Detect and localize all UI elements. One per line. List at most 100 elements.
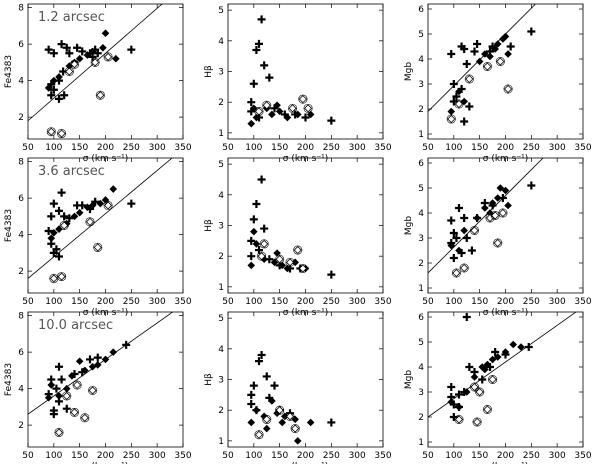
x-tick-label: 150 <box>71 297 88 307</box>
filled-diamond-marker <box>283 264 292 273</box>
plus-marker <box>57 188 66 197</box>
x-tick-label: 100 <box>45 451 62 461</box>
x-tick-label: 100 <box>445 451 462 461</box>
filled-diamond-marker <box>496 184 505 192</box>
filled-diamond-marker <box>250 104 258 113</box>
open-circle-marker <box>459 263 469 273</box>
filled-diamond-marker <box>109 185 118 193</box>
plus-marker <box>247 390 256 399</box>
open-circle-marker <box>49 273 59 283</box>
plus-marker <box>47 212 56 221</box>
x-tick-label: 300 <box>349 451 366 461</box>
open-circle-marker <box>298 263 308 273</box>
open-diamond-marker <box>73 380 82 390</box>
plus-marker <box>506 42 515 51</box>
open-diamond-marker <box>257 252 266 261</box>
open-diamond-marker <box>293 245 302 255</box>
open-circle-marker <box>288 103 298 113</box>
plus-marker <box>270 381 279 390</box>
plus-marker <box>62 43 71 52</box>
filled-diamond-marker <box>96 199 105 208</box>
filled-diamond-marker <box>88 362 97 371</box>
filled-diamond-marker <box>273 101 281 110</box>
filled-diamond-marker <box>101 196 110 204</box>
plus-marker <box>447 50 456 58</box>
open-circle-marker <box>254 430 264 440</box>
x-tick-label: 100 <box>45 297 62 307</box>
open-circle-marker <box>257 251 267 261</box>
plus-marker <box>491 348 500 356</box>
plus-marker <box>52 384 61 393</box>
plus-marker <box>252 46 261 55</box>
x-tick-label: 250 <box>323 451 340 461</box>
plus-marker <box>93 49 102 58</box>
open-circle-marker <box>454 99 464 109</box>
open-circle-marker <box>59 221 69 231</box>
filled-diamond-marker <box>501 32 510 41</box>
filled-diamond-marker <box>250 227 258 236</box>
open-circle-marker <box>285 411 295 421</box>
y-tick-label: 1 <box>218 437 224 447</box>
open-diamond-marker <box>93 243 102 252</box>
filled-diamond-marker <box>247 418 256 427</box>
open-diamond-marker <box>254 430 264 439</box>
plus-marker <box>55 94 63 103</box>
filled-diamond-marker <box>99 43 107 52</box>
open-circle-marker <box>70 59 80 69</box>
x-tick-label: 50 <box>22 451 34 461</box>
y-tick-label: 3 <box>218 376 224 386</box>
open-circle-marker <box>285 257 295 267</box>
x-tick-label: 150 <box>271 143 288 153</box>
filled-diamond-marker <box>109 348 118 356</box>
open-circle-marker <box>90 57 100 67</box>
plot-frame <box>227 157 384 294</box>
open-circle-marker <box>488 374 498 384</box>
filled-diamond-marker <box>499 35 507 43</box>
x-tick-label: 350 <box>174 297 191 307</box>
filled-diamond-marker <box>247 261 256 270</box>
x-tick-label: 150 <box>71 143 88 153</box>
plot-frame <box>227 311 384 448</box>
filled-diamond-marker <box>447 107 456 116</box>
plus-marker <box>527 181 536 190</box>
plus-marker <box>257 15 266 24</box>
filled-diamond-marker <box>93 361 102 369</box>
x-tick-label: 300 <box>349 297 366 307</box>
plus-marker <box>470 47 479 56</box>
y-axis-label: Mgb <box>404 370 414 389</box>
filled-diamond-marker <box>460 226 468 235</box>
y-tick-label: 2 <box>418 105 424 115</box>
open-circle-marker <box>303 103 313 113</box>
filled-diamond-marker <box>50 76 58 85</box>
x-tick-label: 200 <box>497 451 514 461</box>
filled-diamond-marker <box>504 50 512 58</box>
y-tick-label: 6 <box>418 5 424 15</box>
filled-diamond-marker <box>455 246 463 255</box>
plus-marker <box>257 175 266 184</box>
open-diamond-marker <box>70 408 79 417</box>
y-tick-label: 3 <box>418 80 424 90</box>
y-tick-label: 1 <box>218 283 224 293</box>
plus-marker <box>524 343 533 351</box>
x-axis-label: σ (km s⁻¹) <box>283 462 328 464</box>
plus-marker <box>78 47 87 56</box>
filled-diamond-marker <box>247 119 256 128</box>
open-diamond-marker <box>454 99 464 109</box>
filled-diamond-marker <box>504 201 512 210</box>
plus-marker <box>447 383 456 391</box>
filled-diamond-marker <box>447 241 456 250</box>
y-tick-label: 3 <box>418 388 424 398</box>
plus-marker <box>49 410 58 419</box>
filled-diamond-marker <box>55 73 63 81</box>
y-axis-label: Hβ <box>204 65 214 78</box>
filled-diamond-marker <box>83 203 92 212</box>
y-tick-label: 6 <box>18 348 24 358</box>
x-tick-label: 150 <box>471 297 488 307</box>
plus-marker <box>65 214 74 223</box>
plus-marker <box>327 116 336 125</box>
x-tick-label: 250 <box>123 297 140 307</box>
open-diamond-marker <box>493 238 502 248</box>
y-tick-label: 8 <box>18 4 24 14</box>
